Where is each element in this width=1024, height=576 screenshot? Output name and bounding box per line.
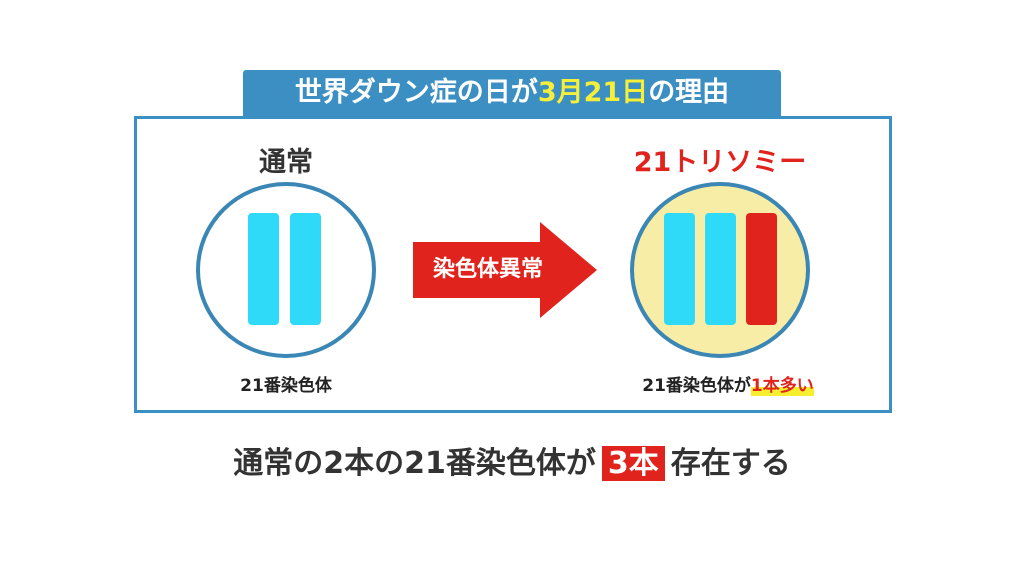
title-suffix: の理由 [648, 77, 730, 108]
trisomy-label-highlight: 1本多い [750, 376, 814, 396]
title-text: 世界ダウン症の日が [294, 77, 538, 108]
normal-cell [196, 182, 376, 358]
diagram-frame [134, 116, 892, 413]
trisomy-label: 21番染色体が1本多い [598, 371, 858, 396]
summary-highlight: 3本 [601, 446, 665, 481]
chromosome-21 [248, 213, 279, 325]
chromosome-21 [664, 213, 695, 325]
summary-before: 通常の2本の21番染色体が [233, 446, 596, 481]
normal-heading: 通常 [259, 147, 313, 178]
trisomy-heading: 21トリソミー [633, 147, 807, 178]
arrow-label: 染色体異常 [432, 257, 543, 282]
title-date: 3月21日 [537, 77, 649, 108]
trisomy-label-text: 21番染色体が [642, 376, 751, 396]
title-banner: 世界ダウン症の日が3月21日の理由 [243, 70, 781, 116]
chromosome-21 [290, 213, 321, 325]
normal-label: 21番染色体 [240, 376, 332, 396]
arrow-icon [413, 222, 597, 318]
chromosome-21 [705, 213, 736, 325]
summary-after: 存在する [670, 446, 791, 481]
summary-text: 通常の2本の21番染色体が 3本 存在する [0, 438, 1024, 482]
extra-chromosome-21 [746, 213, 777, 325]
